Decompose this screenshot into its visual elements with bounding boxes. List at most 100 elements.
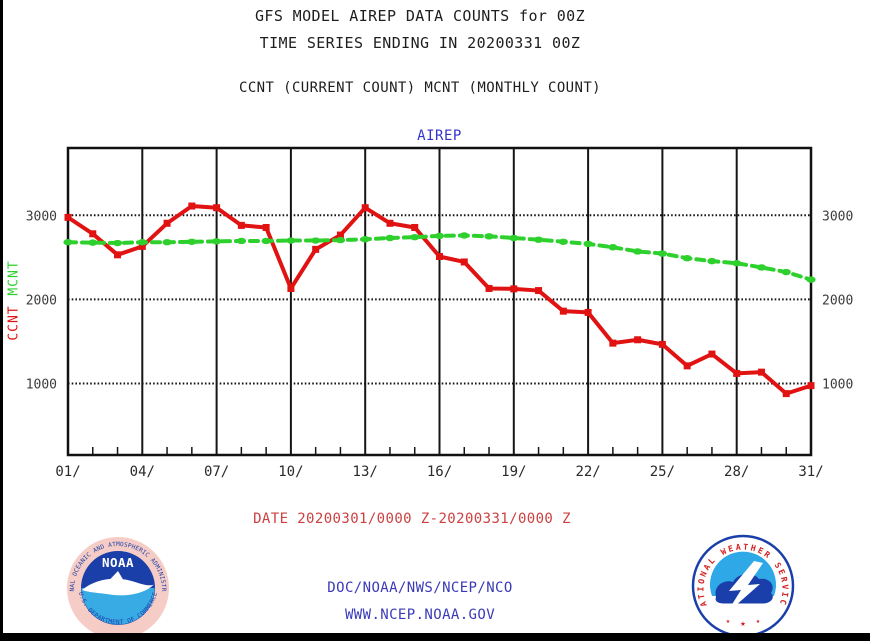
ccnt-marker: [485, 284, 493, 292]
y-tick-label-right: 1000: [822, 378, 853, 393]
ccnt-marker: [188, 202, 196, 210]
noaa-logo-seagull: [82, 578, 154, 596]
ccnt-marker: [237, 221, 245, 229]
ccnt-marker: [708, 350, 716, 358]
noaa-logo-text: NOAA: [102, 555, 134, 570]
nws-logo-lightning-bolt: [726, 561, 763, 614]
ccnt-marker: [634, 336, 642, 344]
mcnt-marker: [162, 239, 172, 246]
x-tick-label: 19/: [501, 464, 526, 480]
ccnt-marker: [460, 258, 468, 266]
ccnt-marker: [287, 284, 295, 292]
mcnt-marker: [781, 268, 791, 276]
noaa-logo-sea: [81, 588, 155, 625]
ccnt-marker: [411, 223, 419, 231]
mcnt-marker: [657, 250, 668, 257]
ccnt-marker: [559, 307, 567, 315]
mcnt-marker: [137, 239, 147, 246]
mcnt-marker: [286, 237, 296, 244]
page-subtitle: TIME SERIES ENDING IN 20200331 00Z: [259, 34, 581, 52]
mcnt-marker: [484, 233, 494, 240]
mcnt-marker: [434, 232, 445, 240]
nws-logo-star-center: ★: [740, 619, 746, 629]
x-tick-label: 16/: [427, 464, 452, 480]
ccnt-marker: [510, 285, 518, 293]
ccnt-marker: [386, 219, 394, 227]
mcnt-marker: [732, 260, 742, 267]
x-tick-label: 25/: [650, 464, 675, 480]
mcnt-marker: [385, 234, 395, 242]
ccnt-marker: [138, 242, 146, 250]
date-range-label: DATE 20200301/0000 Z-20200331/0000 Z: [253, 511, 571, 527]
mcnt-marker: [633, 248, 643, 255]
x-tick-label: 04/: [130, 464, 155, 480]
mcnt-marker: [558, 238, 568, 245]
noaa-logo: NOAA NATIONAL OCEANIC AND ATMOSPHERIC AD…: [66, 536, 169, 639]
website-label: WWW.NCEP.NOAA.GOV: [344, 607, 496, 623]
y-tick-label-left: 1000: [26, 378, 57, 393]
mcnt-marker: [112, 239, 123, 247]
ccnt-marker: [807, 382, 815, 390]
mcnt-marker: [459, 232, 469, 239]
ccnt-marker: [683, 362, 691, 370]
ccnt-marker: [584, 308, 592, 316]
mcnt-marker: [236, 237, 246, 245]
mcnt-marker: [261, 237, 271, 245]
ccnt-marker: [89, 230, 97, 238]
ccnt-marker: [609, 339, 617, 347]
chart-title: AIREP: [417, 128, 462, 144]
page-title: GFS MODEL AIREP DATA COUNTS for 00Z: [254, 7, 586, 25]
mcnt-marker: [533, 236, 544, 243]
bottom-border-strip: [0, 633, 870, 641]
mcnt-marker: [360, 236, 370, 243]
mcnt-marker: [63, 239, 73, 246]
ccnt-marker: [213, 204, 221, 212]
ccnt-marker: [163, 219, 171, 227]
organization-label: DOC/NOAA/NWS/NCEP/NCO: [327, 580, 513, 596]
left-border-strip: [0, 0, 3, 641]
mcnt-marker: [806, 276, 816, 283]
ccnt-marker: [114, 251, 122, 259]
x-tick-label: 31/: [798, 464, 823, 480]
x-tick-label: 10/: [278, 464, 303, 480]
ccnt-marker: [64, 213, 72, 221]
series-legend-line: CCNT (CURRENT COUNT) MCNT (MONTHLY COUNT…: [239, 80, 601, 96]
ccnt-marker: [733, 369, 741, 377]
mcnt-marker: [335, 236, 346, 244]
ccnt-marker: [757, 368, 765, 376]
mcnt-marker: [583, 240, 593, 248]
mcnt-marker: [187, 238, 197, 245]
noaa-logo-seagull-wing: [107, 571, 125, 583]
x-tick-label: 28/: [724, 464, 749, 480]
y-tick-label-right: 3000: [822, 209, 853, 224]
ccnt-marker: [658, 340, 666, 348]
ccnt-marker: [436, 253, 443, 261]
ccnt-marker: [336, 231, 344, 239]
mcnt-marker: [509, 234, 519, 242]
plot-border: [66, 146, 813, 457]
x-tick-label: 13/: [353, 464, 378, 480]
nws-logo-star-right: ★: [756, 617, 761, 625]
mcnt-marker: [608, 244, 618, 251]
mcnt-marker: [682, 254, 692, 262]
x-tick-label: 07/: [204, 464, 229, 480]
mcnt-marker: [212, 238, 222, 245]
x-tick-label: 22/: [575, 464, 600, 480]
ccnt-marker: [535, 287, 543, 295]
x-tick-label: 01/: [55, 464, 80, 480]
mcnt-marker: [410, 233, 420, 241]
y-tick-label-left: 3000: [26, 209, 57, 224]
ccnt-marker: [361, 204, 369, 212]
ccnt-marker: [312, 245, 320, 253]
nws-logo-star-left: ★: [726, 617, 731, 625]
ccnt-marker: [262, 223, 270, 231]
y-tick-label-right: 2000: [822, 293, 853, 308]
mcnt-marker: [311, 237, 321, 244]
mcnt-marker: [707, 257, 717, 265]
mcnt-marker: [88, 239, 98, 246]
mcnt-marker: [756, 264, 767, 271]
ccnt-marker: [782, 390, 790, 398]
nws-logo: ★ ★ ★ NATIONAL WEATHER SERVICE: [691, 534, 795, 638]
